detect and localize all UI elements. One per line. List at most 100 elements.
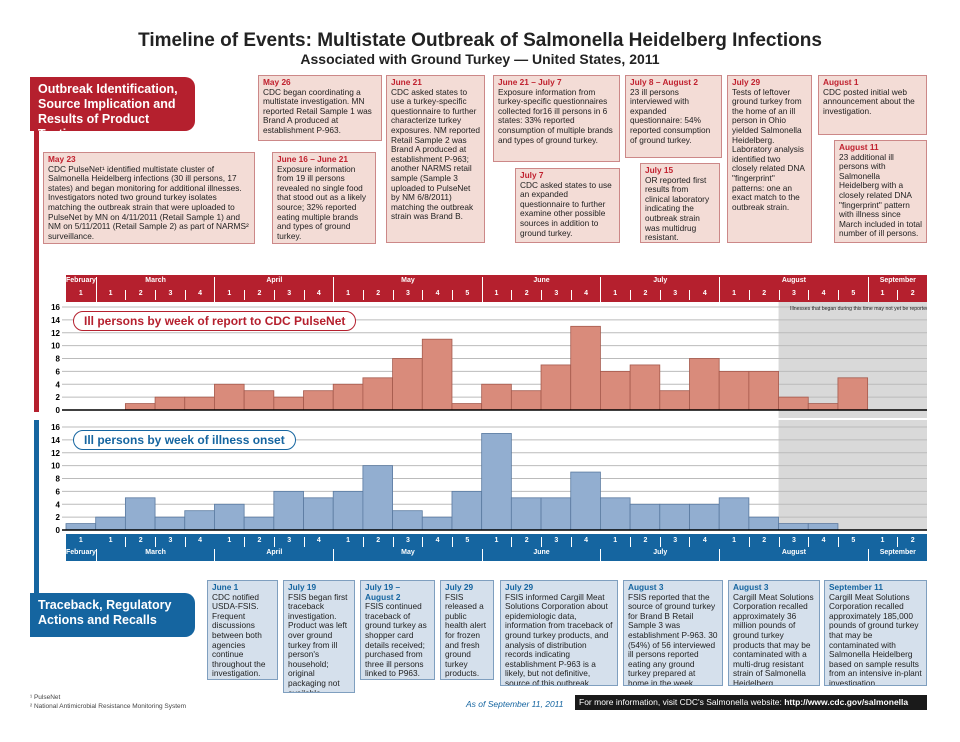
bar (392, 358, 423, 411)
event-date: July 29 (732, 77, 761, 87)
week-label: 2 (125, 290, 155, 300)
event-text: FSIS began first traceback investigation… (288, 591, 348, 693)
event-text: CDC asked states to use a turkey-specifi… (391, 86, 481, 222)
event-date: September 11 (829, 582, 883, 592)
week-label: 3 (155, 537, 185, 547)
event-box: July 19 – August 2 FSIS continued traceba… (360, 580, 435, 680)
y-tick-label: 0 (56, 526, 61, 535)
month-label: June (481, 549, 601, 561)
week-label: 2 (362, 537, 393, 547)
footnote-1: ¹ PulseNet (30, 694, 61, 701)
bar (362, 465, 393, 531)
bar (659, 503, 690, 531)
bar (184, 510, 215, 531)
bar (807, 523, 839, 531)
week-label: 4 (808, 537, 838, 547)
week-label: 2 (362, 290, 393, 300)
week-label: 4 (422, 290, 452, 300)
y-tick-label: 14 (51, 316, 60, 325)
week-label: 3 (541, 290, 571, 300)
week-label: 1 (108, 537, 113, 544)
y-tick-label: 16 (51, 423, 60, 432)
event-date: August 3 (733, 582, 769, 592)
bar (184, 396, 215, 411)
event-box: June 21 – July 7 Exposure information fro… (493, 75, 620, 162)
month-label: April (214, 277, 333, 302)
y-tick-label: 4 (56, 380, 61, 389)
event-box: July 29 Tests of leftover ground turkey f… (727, 75, 812, 243)
week-label: 2 (125, 537, 155, 547)
week-label: 1 (880, 290, 885, 297)
event-text: Exposure information from 19 ill persons… (277, 163, 367, 241)
month-label: September (867, 549, 927, 561)
week-label: 3 (659, 537, 690, 547)
event-box: July 7 CDC asked states to use an expande… (515, 168, 620, 243)
event-date: July 19 (288, 582, 317, 592)
week-label: 2 (748, 537, 779, 547)
month-label: June (481, 277, 601, 302)
week-label: 2 (630, 290, 660, 300)
event-date: August 11 (839, 142, 879, 152)
week-label: 4 (303, 537, 334, 547)
event-date: August 3 (628, 582, 664, 592)
month-label: August (719, 549, 867, 561)
event-date: May 26 (263, 77, 291, 87)
week-label: 4 (422, 537, 452, 547)
y-tick-label: 2 (56, 393, 61, 402)
week-label: 5 (451, 537, 482, 547)
event-text: FSIS released a public health alert for … (445, 591, 487, 679)
page-title: Timeline of Events: Multistate Outbreak … (138, 30, 822, 51)
week-label: 2 (244, 290, 274, 300)
event-text: Cargill Meat Solutions Corporation recal… (733, 591, 814, 686)
bar (689, 503, 720, 531)
bar (421, 516, 453, 531)
week-label: 1 (108, 290, 113, 297)
bar (748, 516, 779, 531)
week-label: 3 (392, 290, 423, 300)
event-box: July 29 FSIS informed Cargill Meat Soluti… (500, 580, 618, 686)
week-label: 3 (778, 290, 809, 300)
more-info-link[interactable]: http://www.cdc.gov/salmonella (784, 697, 909, 707)
week-label: 1 (346, 537, 350, 544)
event-date: July 29 (505, 582, 534, 592)
event-text: 23 ill persons interviewed with expanded… (630, 86, 711, 145)
y-tick-label: 12 (51, 449, 60, 458)
more-info-text: For more information, visit CDC's Salmon… (579, 697, 785, 707)
y-tick-label: 12 (51, 329, 60, 338)
y-tick-label: 8 (56, 475, 61, 484)
event-box: July 19 FSIS began first traceback invest… (283, 580, 355, 693)
month-label: February (66, 277, 96, 284)
bar (748, 370, 779, 411)
y-tick-label: 8 (56, 355, 61, 364)
week-label: 1 (613, 537, 618, 544)
event-date: June 16 – June 21 (277, 154, 349, 164)
week-label: 2 (897, 537, 927, 547)
month-label: July (600, 549, 719, 561)
y-tick-label: 6 (56, 367, 61, 376)
as-of-date: As of September 11, 2011 (466, 699, 564, 709)
bar (362, 377, 393, 411)
bar (510, 497, 542, 531)
event-box: June 16 – June 21 Exposure information fr… (272, 152, 376, 244)
section-header-top: Outbreak Identification, Source Implicat… (30, 77, 195, 141)
bar (124, 403, 156, 411)
month-label: May (333, 277, 481, 302)
bar (332, 383, 364, 411)
week-label: 1 (494, 290, 499, 297)
month-label: April (214, 549, 333, 561)
event-date: August 1 (823, 77, 859, 87)
bar (421, 338, 453, 411)
event-date: July 19 – August 2 (365, 582, 401, 602)
y-tick-label: 14 (51, 436, 60, 445)
event-text: CDC asked states to use an expanded ques… (520, 179, 612, 238)
event-text: Exposure information from turkey-specifi… (498, 86, 613, 145)
bar (451, 403, 483, 411)
bar (600, 370, 631, 411)
y-tick-label: 4 (56, 500, 61, 509)
week-label: 1 (613, 290, 618, 297)
event-text: 23 additional ill persons with Salmonell… (839, 151, 923, 239)
event-date: June 21 – July 7 (498, 77, 562, 87)
event-text: CDC PulseNet¹ identified multistate clus… (48, 163, 249, 241)
bar (540, 497, 572, 531)
